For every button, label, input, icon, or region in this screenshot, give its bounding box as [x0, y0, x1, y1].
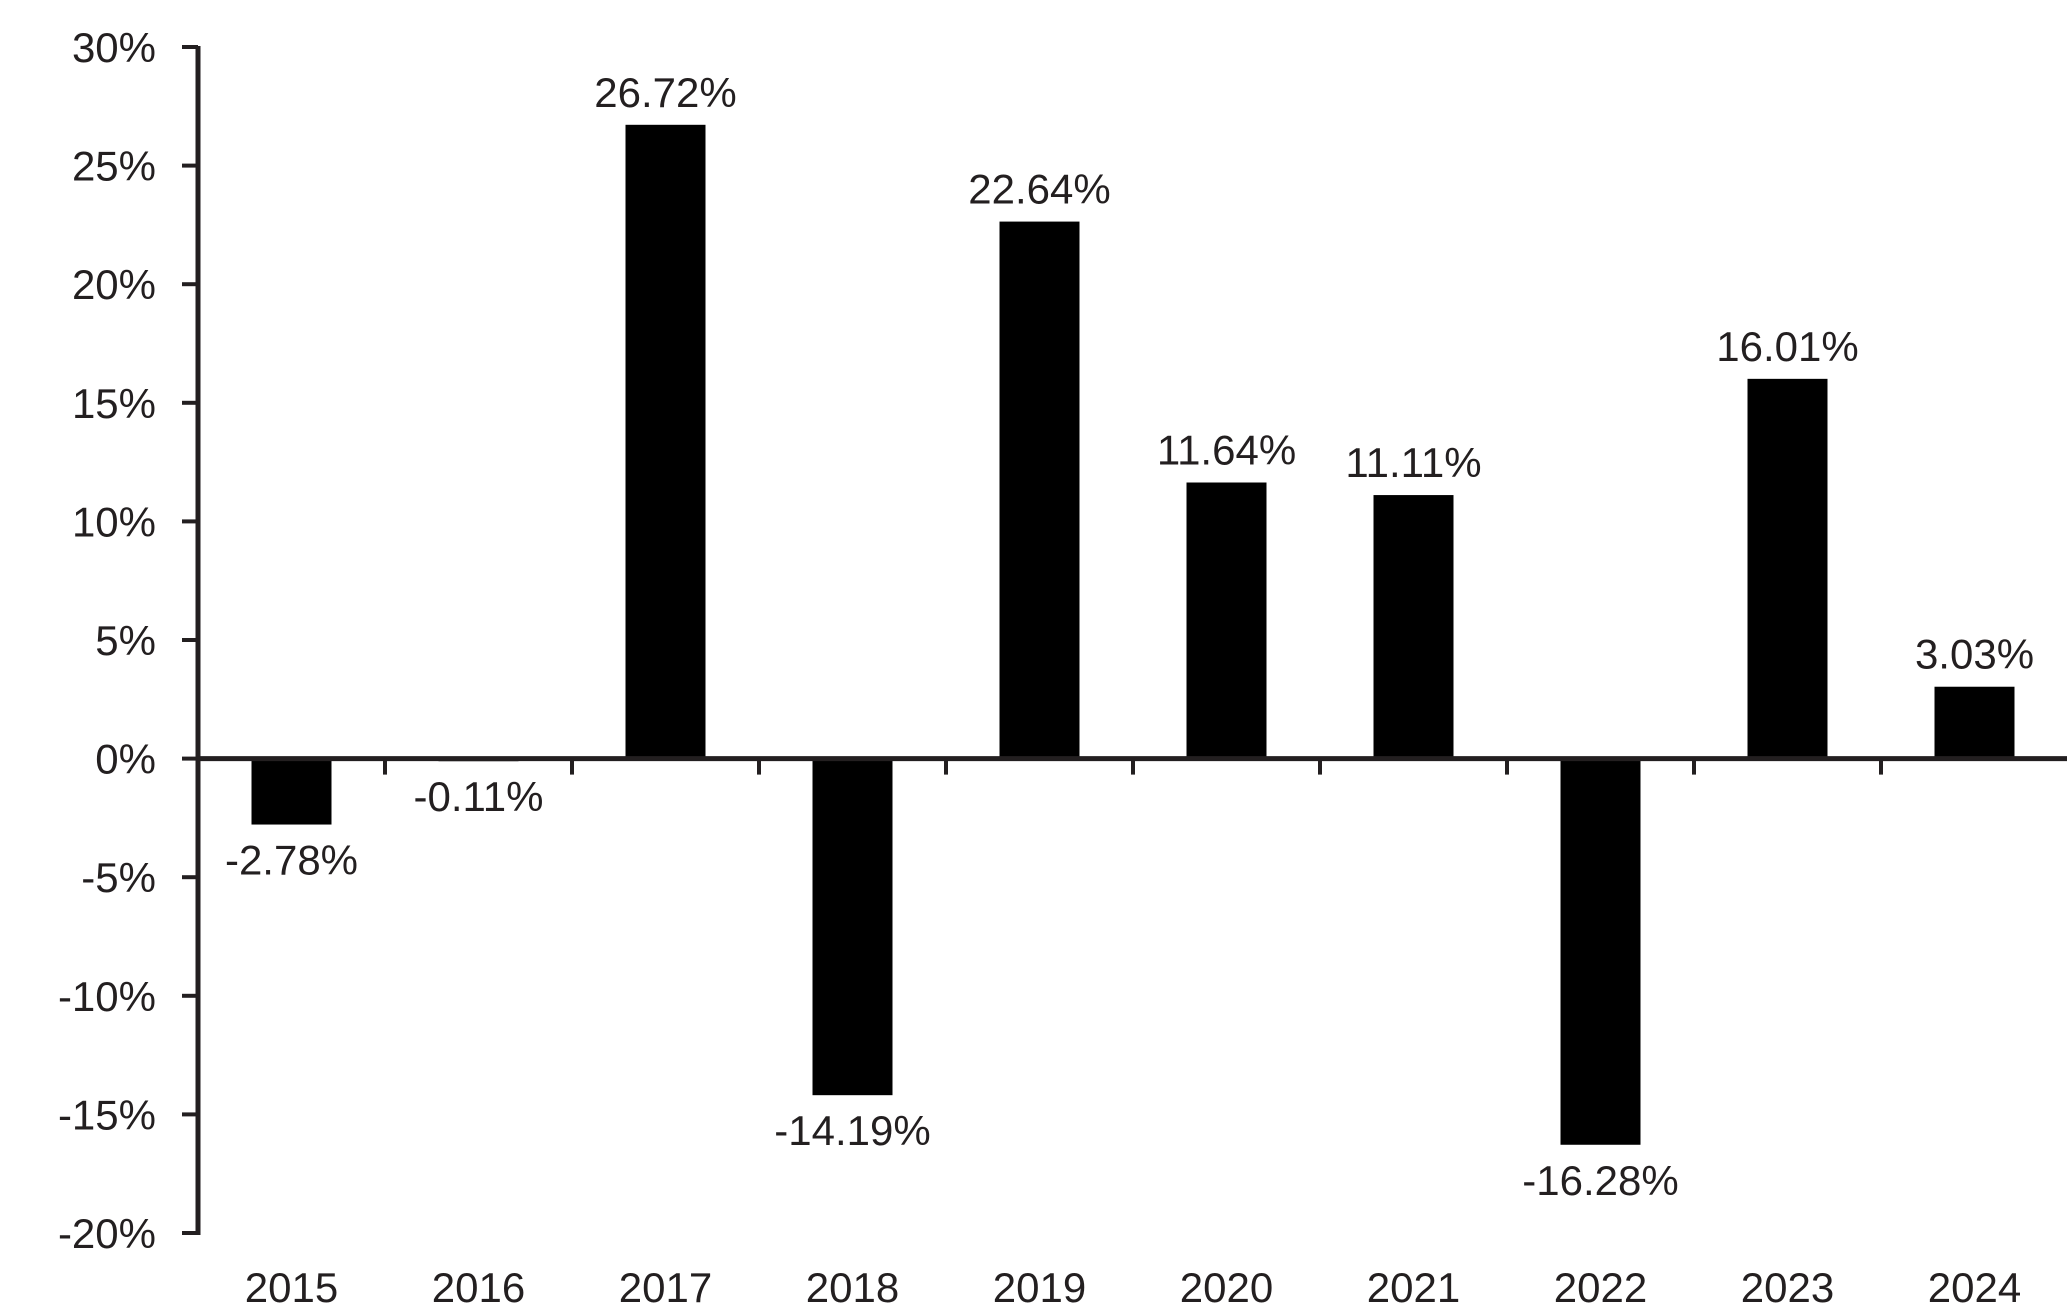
y-tick-label: -15%	[58, 1091, 156, 1138]
bar-2021	[1373, 495, 1454, 759]
y-tick-label: 5%	[95, 617, 156, 664]
x-tick-label: 2022	[1554, 1264, 1647, 1308]
x-tick-label: 2023	[1741, 1264, 1834, 1308]
x-tick-label: 2015	[245, 1264, 338, 1308]
data-label-2021: 11.11%	[1345, 439, 1481, 486]
bar-2018	[812, 758, 893, 1096]
x-tick-label: 2018	[806, 1264, 899, 1308]
y-tick-label: 10%	[72, 498, 156, 545]
data-label-2022: -16.28%	[1522, 1157, 1678, 1204]
y-axis: 30% 25% 20% 15% 10% 5% 0% -5% -10% -15% -20%	[58, 24, 201, 1257]
data-label-2015: -2.78%	[225, 837, 358, 884]
y-tick-label: -10%	[58, 973, 156, 1020]
x-tick-label: 2019	[993, 1264, 1086, 1308]
bar-2024	[1934, 686, 2015, 759]
x-tick-label: 2020	[1180, 1264, 1273, 1308]
y-tick-label: 25%	[72, 143, 156, 190]
y-tick-label: -5%	[81, 854, 156, 901]
bar-2023	[1747, 378, 1828, 759]
bars-group	[251, 124, 2015, 1145]
bar-2022	[1560, 758, 1641, 1145]
y-tick-label: 0%	[95, 736, 156, 783]
x-axis: 2015 2016 2017 2018 2019 2020 2021 2022 2023 2024	[198, 756, 2067, 1308]
bar-2020	[1186, 482, 1267, 759]
y-tick-label: 30%	[72, 24, 156, 71]
data-label-2017: 26.72%	[594, 69, 736, 116]
y-tick-label: 20%	[72, 261, 156, 308]
x-tick-label: 2016	[432, 1264, 525, 1308]
x-tick-label: 2021	[1367, 1264, 1460, 1308]
data-label-2019: 22.64%	[968, 166, 1110, 213]
data-label-2020: 11.64%	[1157, 426, 1296, 473]
y-tick-label: 15%	[72, 380, 156, 427]
bar-2019	[999, 221, 1080, 759]
data-label-2024: 3.03%	[1915, 631, 2034, 678]
bar-2015	[251, 758, 332, 825]
x-tick-label: 2017	[619, 1264, 712, 1308]
data-label-2023: 16.01%	[1716, 323, 1858, 370]
bar-2017	[625, 124, 706, 759]
y-tick-label: -20%	[58, 1210, 156, 1257]
x-tick-label: 2024	[1928, 1264, 2021, 1308]
data-label-2018: -14.19%	[774, 1107, 930, 1154]
data-label-2016: -0.11%	[414, 773, 544, 820]
data-labels-group: -2.78% -0.11% 26.72% -14.19% 22.64% 11.64% 11.…	[225, 69, 2034, 1204]
